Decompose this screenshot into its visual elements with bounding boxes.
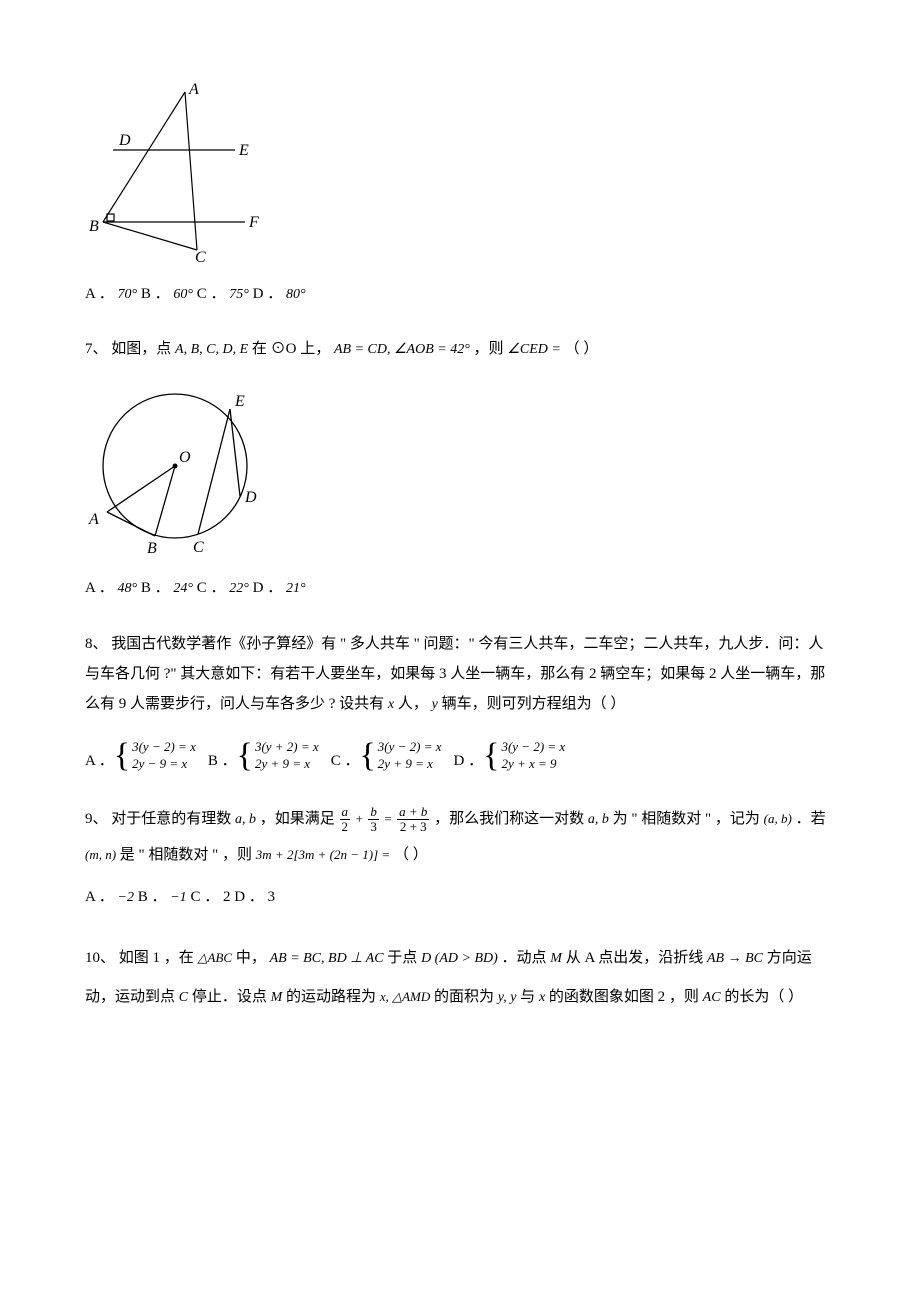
q8-opt-b: { 3(y + 2) = x 2y + 9 = x bbox=[237, 739, 319, 773]
q6-opt-a: 70° bbox=[118, 287, 138, 302]
q10-text: 10、 如图 1 ，在 △ABC 中， AB = BC, BD ⊥ AC 于点 … bbox=[85, 939, 835, 1017]
q9-opt-d: 3 bbox=[268, 889, 276, 905]
svg-text:D: D bbox=[118, 132, 131, 149]
q7-opt-b: 24° bbox=[173, 581, 193, 596]
svg-text:E: E bbox=[238, 142, 249, 159]
svg-text:E: E bbox=[234, 393, 245, 410]
q9-text: 9、 对于任意的有理数 a, b ，如果满足 a2 + b3 = a + b2 … bbox=[85, 801, 835, 873]
q7-opt-a: 48° bbox=[118, 581, 138, 596]
q7-opt-c: 22° bbox=[229, 581, 249, 596]
frac-a2: a2 bbox=[340, 805, 351, 833]
svg-text:F: F bbox=[248, 214, 259, 231]
q9-opt-a: −2 bbox=[118, 890, 134, 905]
q8-num: 8、 bbox=[85, 636, 108, 652]
svg-text:B: B bbox=[147, 540, 157, 556]
q6-opt-c: 75° bbox=[229, 287, 249, 302]
svg-text:B: B bbox=[89, 218, 99, 235]
q7-text: 7、 如图，点 A, B, C, D, E 在 ⊙O 上， AB = CD, ∠… bbox=[85, 334, 835, 364]
q7-figure: O A B C D E bbox=[85, 376, 835, 556]
svg-text:A: A bbox=[188, 82, 199, 98]
q8-text: 8、 我国古代数学著作《孙子算经》有 " 多人共车 " 问题：" 今有三人共车，… bbox=[85, 629, 835, 719]
q6-options: A ． 70° B ． 60° C ． 75° D ． 80° bbox=[85, 282, 835, 306]
q7-opt-d: 21° bbox=[286, 581, 306, 596]
q8-opt-c: { 3(y − 2) = x 2y + 9 = x bbox=[359, 739, 441, 773]
svg-text:A: A bbox=[88, 511, 99, 528]
q6-figure: A D E B F C bbox=[85, 82, 835, 262]
q9-options: A ． −2 B ． −1 C ． 2 D ． 3 bbox=[85, 885, 835, 909]
circle-figure: O A B C D E bbox=[85, 376, 270, 556]
q8-options: A ． { 3(y − 2) = x 2y − 9 = x B ． { 3(y … bbox=[85, 739, 835, 773]
q9-opt-b: −1 bbox=[170, 890, 186, 905]
svg-text:C: C bbox=[195, 249, 206, 262]
q6-opt-b: 60° bbox=[173, 287, 193, 302]
svg-text:O: O bbox=[179, 449, 191, 466]
q8-opt-a: { 3(y − 2) = x 2y − 9 = x bbox=[114, 739, 196, 773]
frac-ab: a + b2 + 3 bbox=[397, 805, 429, 833]
svg-text:D: D bbox=[244, 489, 257, 506]
q10-num: 10、 bbox=[85, 950, 115, 966]
q9-num: 9、 bbox=[85, 811, 108, 827]
q6-opt-d: 80° bbox=[286, 287, 306, 302]
triangle-de-bf-figure: A D E B F C bbox=[85, 82, 260, 262]
q7-num: 7、 bbox=[85, 341, 108, 357]
frac-b3: b3 bbox=[368, 805, 379, 833]
svg-text:C: C bbox=[193, 539, 204, 556]
q8-opt-d: { 3(y − 2) = x 2y + x = 9 bbox=[483, 739, 565, 773]
q9-opt-c: 2 bbox=[223, 889, 231, 905]
q7-options: A ． 48° B ． 24° C ． 22° D ． 21° bbox=[85, 576, 835, 600]
